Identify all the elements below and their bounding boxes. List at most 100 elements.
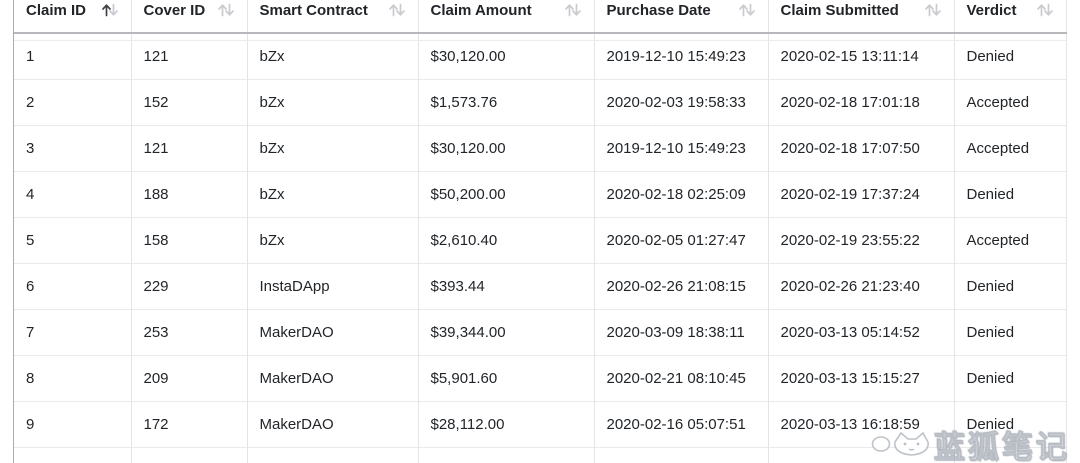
cell-purchase-date: 2020-02-03 19:58:33 (594, 79, 769, 126)
cell-claim-amount: $1,573.76 (418, 79, 595, 126)
cell-cover-id: 191 (131, 447, 248, 463)
cell-purchase-date: 2020-02-18 20:44:07 (594, 447, 769, 463)
cell-claim-id: 9 (14, 401, 132, 448)
column-header-purchase-date[interactable]: Purchase Date (594, 0, 769, 34)
sort-icon[interactable] (738, 2, 756, 18)
table-row: 2 152 bZx $1,573.76 2020-02-03 19:58:33 2020-… (14, 79, 1067, 126)
cell-verdict: Denied (954, 401, 1067, 448)
cell-claim-id: 6 (14, 263, 132, 310)
cell-smart-contract: bZx (247, 125, 419, 172)
cell-verdict: Denied (954, 263, 1067, 310)
claims-table: Claim ID Cover ID Smart Contract Claim Amou… (14, 0, 1067, 463)
table-row: 1 121 bZx $30,120.00 2019-12-10 15:49:23 2020… (14, 32, 1067, 80)
cell-verdict: Denied (954, 171, 1067, 218)
cell-verdict: Denied (954, 32, 1067, 80)
cell-cover-id: 253 (131, 309, 248, 356)
cell-claim-submitted: 2020-03-13 16:18:59 (768, 401, 955, 448)
column-header-claim-amount[interactable]: Claim Amount (418, 0, 595, 34)
cell-cover-id: 121 (131, 32, 248, 80)
sort-icon[interactable] (924, 2, 942, 18)
cell-purchase-date: 2020-02-16 05:07:51 (594, 401, 769, 448)
cell-claim-submitted: 2020-02-18 17:07:50 (768, 125, 955, 172)
table-row: 6 229 InstaDApp $393.44 2020-02-26 21:08:15 2… (14, 263, 1067, 310)
cell-smart-contract: MakerDAO (247, 309, 419, 356)
cell-claim-id: 4 (14, 171, 132, 218)
cell-cover-id: 188 (131, 171, 248, 218)
cell-purchase-date: 2019-12-10 15:49:23 (594, 125, 769, 172)
cell-claim-submitted: 2020-02-15 13:11:14 (768, 32, 955, 80)
column-header-claim-submitted[interactable]: Claim Submitted (768, 0, 955, 34)
cell-claim-id: 10 (14, 447, 132, 463)
cell-claim-submitted: 2020-02-18 17:01:18 (768, 79, 955, 126)
cell-verdict: Accepted (954, 79, 1067, 126)
cell-claim-amount: $393.44 (418, 263, 595, 310)
cell-claim-id: 3 (14, 125, 132, 172)
cell-purchase-date: 2020-03-09 18:38:11 (594, 309, 769, 356)
cell-cover-id: 172 (131, 401, 248, 448)
cell-claim-amount: $2,610.40 (418, 217, 595, 264)
cell-claim-submitted: 2020-02-19 17:37:24 (768, 171, 955, 218)
sort-icon[interactable] (217, 2, 235, 18)
table-row: 4 188 bZx $50,200.00 2020-02-18 02:25:09 2020… (14, 171, 1067, 218)
cell-claim-submitted: 2020-02-19 23:55:22 (768, 217, 955, 264)
cell-purchase-date: 2020-02-05 01:27:47 (594, 217, 769, 264)
cell-smart-contract: MakerDAO (247, 447, 419, 463)
cell-verdict: Denied (954, 447, 1067, 463)
cell-verdict: Accepted (954, 125, 1067, 172)
cell-claim-amount: $30,120.00 (418, 125, 595, 172)
cell-claim-submitted: 2020-03-13 05:14:52 (768, 309, 955, 356)
table-row: 9 172 MakerDAO $28,112.00 2020-02-16 05:07:5… (14, 401, 1067, 448)
cell-smart-contract: InstaDApp (247, 263, 419, 310)
table-row: 3 121 bZx $30,120.00 2019-12-10 15:49:23 2020… (14, 125, 1067, 172)
cell-claim-amount: $59,016.00 (418, 447, 595, 463)
cell-smart-contract: bZx (247, 217, 419, 264)
column-label-claim-submitted: Claim Submitted (780, 1, 899, 19)
column-header-cover-id[interactable]: Cover ID (131, 0, 248, 34)
cell-claim-id: 8 (14, 355, 132, 402)
cell-claim-amount: $5,901.60 (418, 355, 595, 402)
cell-purchase-date: 2019-12-10 15:49:23 (594, 32, 769, 80)
cell-purchase-date: 2020-02-26 21:08:15 (594, 263, 769, 310)
column-header-verdict[interactable]: Verdict (954, 0, 1067, 34)
cell-claim-id: 1 (14, 32, 132, 80)
column-header-smart-contract[interactable]: Smart Contract (247, 0, 419, 34)
claims-table-container: Claim ID Cover ID Smart Contract Claim Amou… (13, 0, 1067, 463)
cell-verdict: Denied (954, 309, 1067, 356)
cell-claim-submitted: 2020-03-13 15:15:27 (768, 355, 955, 402)
cell-claim-submitted: 2020-02-26 21:23:40 (768, 263, 955, 310)
table-row: 8 209 MakerDAO $5,901.60 2020-02-21 08:10:45… (14, 355, 1067, 402)
sort-icon[interactable] (388, 2, 406, 18)
cell-claim-amount: $39,344.00 (418, 309, 595, 356)
cell-purchase-date: 2020-02-18 02:25:09 (594, 171, 769, 218)
cell-smart-contract: bZx (247, 171, 419, 218)
cell-claim-id: 2 (14, 79, 132, 126)
cell-cover-id: 158 (131, 217, 248, 264)
cell-claim-amount: $28,112.00 (418, 401, 595, 448)
column-label-purchase-date: Purchase Date (606, 1, 711, 19)
column-label-cover-id: Cover ID (143, 1, 206, 19)
cell-cover-id: 209 (131, 355, 248, 402)
cell-claim-id: 7 (14, 309, 132, 356)
sort-icon[interactable] (1036, 2, 1054, 18)
cell-cover-id: 229 (131, 263, 248, 310)
cell-claim-id: 5 (14, 217, 132, 264)
table-row: 5 158 bZx $2,610.40 2020-02-05 01:27:47 2020-… (14, 217, 1067, 264)
table-header-row: Claim ID Cover ID Smart Contract Claim Amou… (14, 0, 1067, 34)
cell-smart-contract: MakerDAO (247, 355, 419, 402)
column-header-claim-id[interactable]: Claim ID (14, 0, 132, 34)
cell-verdict: Accepted (954, 217, 1067, 264)
cell-smart-contract: bZx (247, 79, 419, 126)
cell-purchase-date: 2020-02-21 08:10:45 (594, 355, 769, 402)
column-label-verdict: Verdict (966, 1, 1017, 19)
cell-claim-submitted: 2020-03-13 19:26:27 (768, 447, 955, 463)
sort-icon[interactable] (564, 2, 582, 18)
cell-verdict: Denied (954, 355, 1067, 402)
cell-cover-id: 121 (131, 125, 248, 172)
cell-smart-contract: bZx (247, 32, 419, 80)
sort-icon[interactable] (101, 2, 119, 18)
cell-cover-id: 152 (131, 79, 248, 126)
cell-claim-amount: $50,200.00 (418, 171, 595, 218)
column-label-claim-id: Claim ID (26, 1, 87, 19)
